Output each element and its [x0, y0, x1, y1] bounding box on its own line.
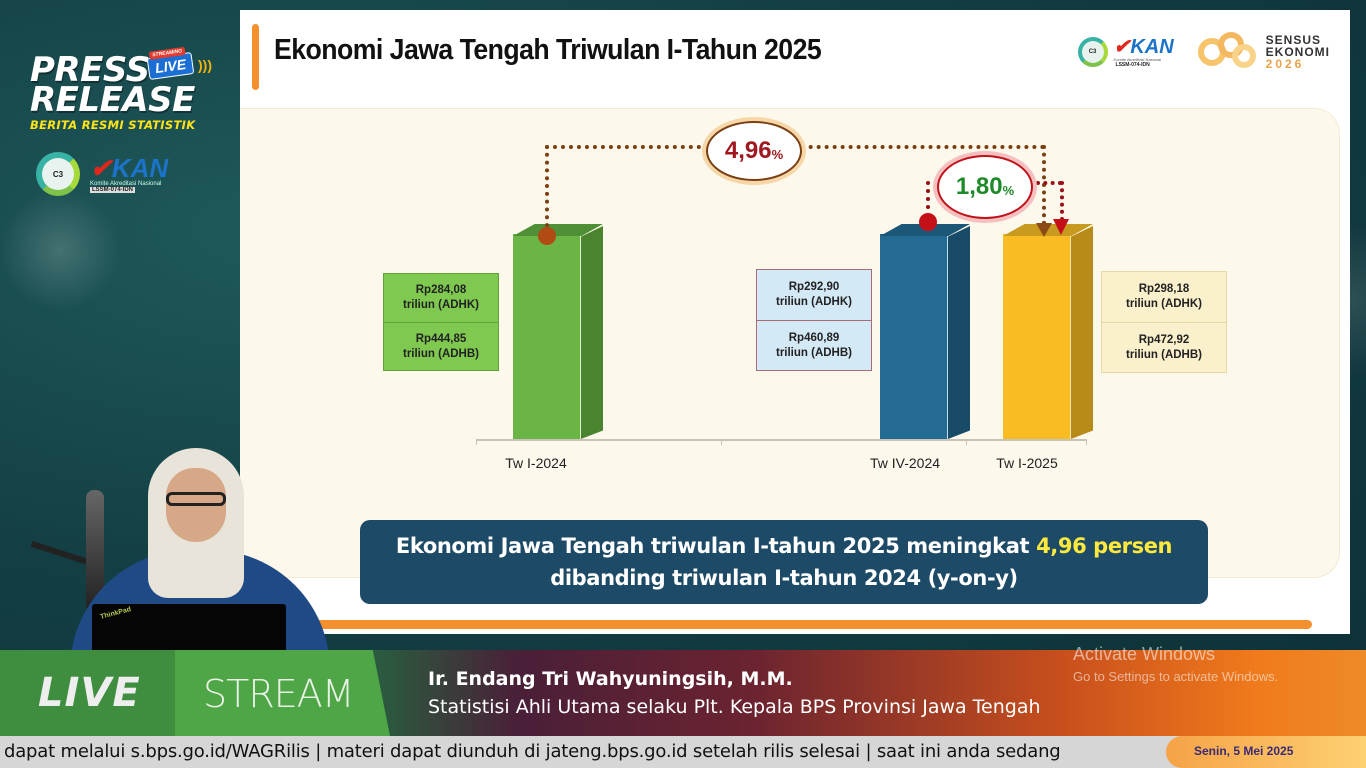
presentation-slide: Ekonomi Jawa Tengah Triwulan I-Tahun 202… [240, 10, 1350, 634]
axis-tick [721, 439, 722, 445]
value-box-tw4-2024: Rp292,90 triliun (ADHK) Rp460,89 triliun (… [756, 269, 872, 371]
microphone-icon [86, 490, 104, 610]
slide-logos: C3 ✔KAN Komite Akreditasi Nasional LSSM-… [1077, 30, 1330, 74]
slide-title: Ekonomi Jawa Tengah Triwulan I-Tahun 202… [274, 34, 822, 66]
yoy-connector [545, 145, 549, 235]
bar-tw1-2024 [513, 224, 605, 439]
sensus-ekonomi-logo: SENSUS EKONOMI 2026 [1197, 30, 1330, 74]
bar-tw4-2024 [880, 224, 972, 439]
press-release-branding: PRESS STREAMING LIVE ))) RELEASE BERITA … [30, 46, 220, 196]
value-box-tw1-2024: Rp284,08 triliun (ADHK) Rp444,85 triliun (… [383, 273, 499, 371]
category-label: Tw IV-2024 [869, 455, 941, 471]
ring-logo-icon: C3 [36, 152, 80, 196]
live-label: LIVE [38, 670, 141, 716]
speaker-video: ThinkPad [30, 440, 330, 650]
activate-windows-watermark: Activate Windows Go to Settings to activ… [1073, 644, 1279, 684]
yoy-growth-bubble: 4,96% [706, 121, 802, 181]
kan-logo: ✔KAN Komite Akreditasi Nasional LSSM-074… [1113, 35, 1174, 68]
press-subtitle: BERITA RESMI STATISTIK [30, 118, 196, 132]
axis-tick [966, 439, 967, 445]
yoy-origin-dot [538, 227, 556, 245]
qoq-growth-bubble: 1,80% [937, 155, 1033, 219]
qoq-connector [1060, 181, 1064, 221]
date-text: Senin, 5 Mei 2025 [1194, 744, 1294, 758]
category-label: Tw I-2025 [996, 455, 1058, 471]
title-accent-bar [252, 24, 259, 90]
broadcast-waves-icon: ))) [198, 57, 212, 73]
news-ticker: dapat melalui s.bps.go.id/WAGRilis | mat… [0, 736, 1366, 768]
live-block [0, 650, 175, 736]
axis-tick [1086, 439, 1087, 445]
arrow-down-icon [1036, 223, 1052, 237]
date-badge: Senin, 5 Mei 2025 [1166, 736, 1366, 768]
sensus-swirl-icon [1197, 30, 1258, 74]
qoq-origin-dot [919, 213, 937, 231]
value-box-tw1-2025: Rp298,18 triliun (ADHK) Rp472,92 triliun (… [1101, 271, 1227, 373]
ring-logo-icon: C3 [1077, 37, 1108, 67]
kan-logo: ✔KAN Komite Akreditasi Nasional LSSM-074… [90, 153, 169, 193]
axis-baseline [721, 439, 1087, 441]
glasses-icon [166, 492, 226, 506]
ticker-text: dapat melalui s.bps.go.id/WAGRilis | mat… [4, 741, 1061, 762]
footer-accent-bar [312, 620, 1312, 629]
stream-label: STREAM [203, 672, 355, 716]
laptop: ThinkPad [92, 604, 286, 650]
mic-arm [30, 540, 90, 566]
speaker-role: Statistisi Ahli Utama selaku Plt. Kepala… [428, 696, 1041, 718]
chart-panel: Tw I-2024 Tw IV-2024 Tw I-2025 Rp284,08 t… [240, 108, 1340, 578]
accreditation-logos: C3 ✔KAN Komite Akreditasi Nasional LSSM-… [36, 152, 220, 196]
axis-tick [476, 439, 477, 445]
bar-tw1-2025 [1003, 224, 1095, 439]
axis-baseline [476, 439, 722, 441]
highlight-growth: 4,96 persen [1036, 534, 1173, 558]
yoy-connector [1042, 145, 1046, 225]
lower-third: LIVE STREAM Ir. Endang Tri Wahyuningsih,… [0, 644, 1366, 736]
qoq-connector [1036, 181, 1062, 185]
stream-block [175, 650, 390, 736]
speaker-name: Ir. Endang Tri Wahyuningsih, M.M. [428, 668, 793, 690]
check-icon: ✔ [90, 153, 112, 183]
conclusion-banner: Ekonomi Jawa Tengah triwulan I-tahun 202… [360, 520, 1208, 604]
press-title-line2: RELEASE [30, 80, 195, 120]
arrow-down-icon [1053, 219, 1069, 235]
qoq-connector [926, 181, 930, 225]
category-label: Tw I-2024 [505, 455, 567, 471]
press-title-line1: PRESS [30, 50, 150, 90]
check-icon: ✔ [1113, 35, 1131, 58]
